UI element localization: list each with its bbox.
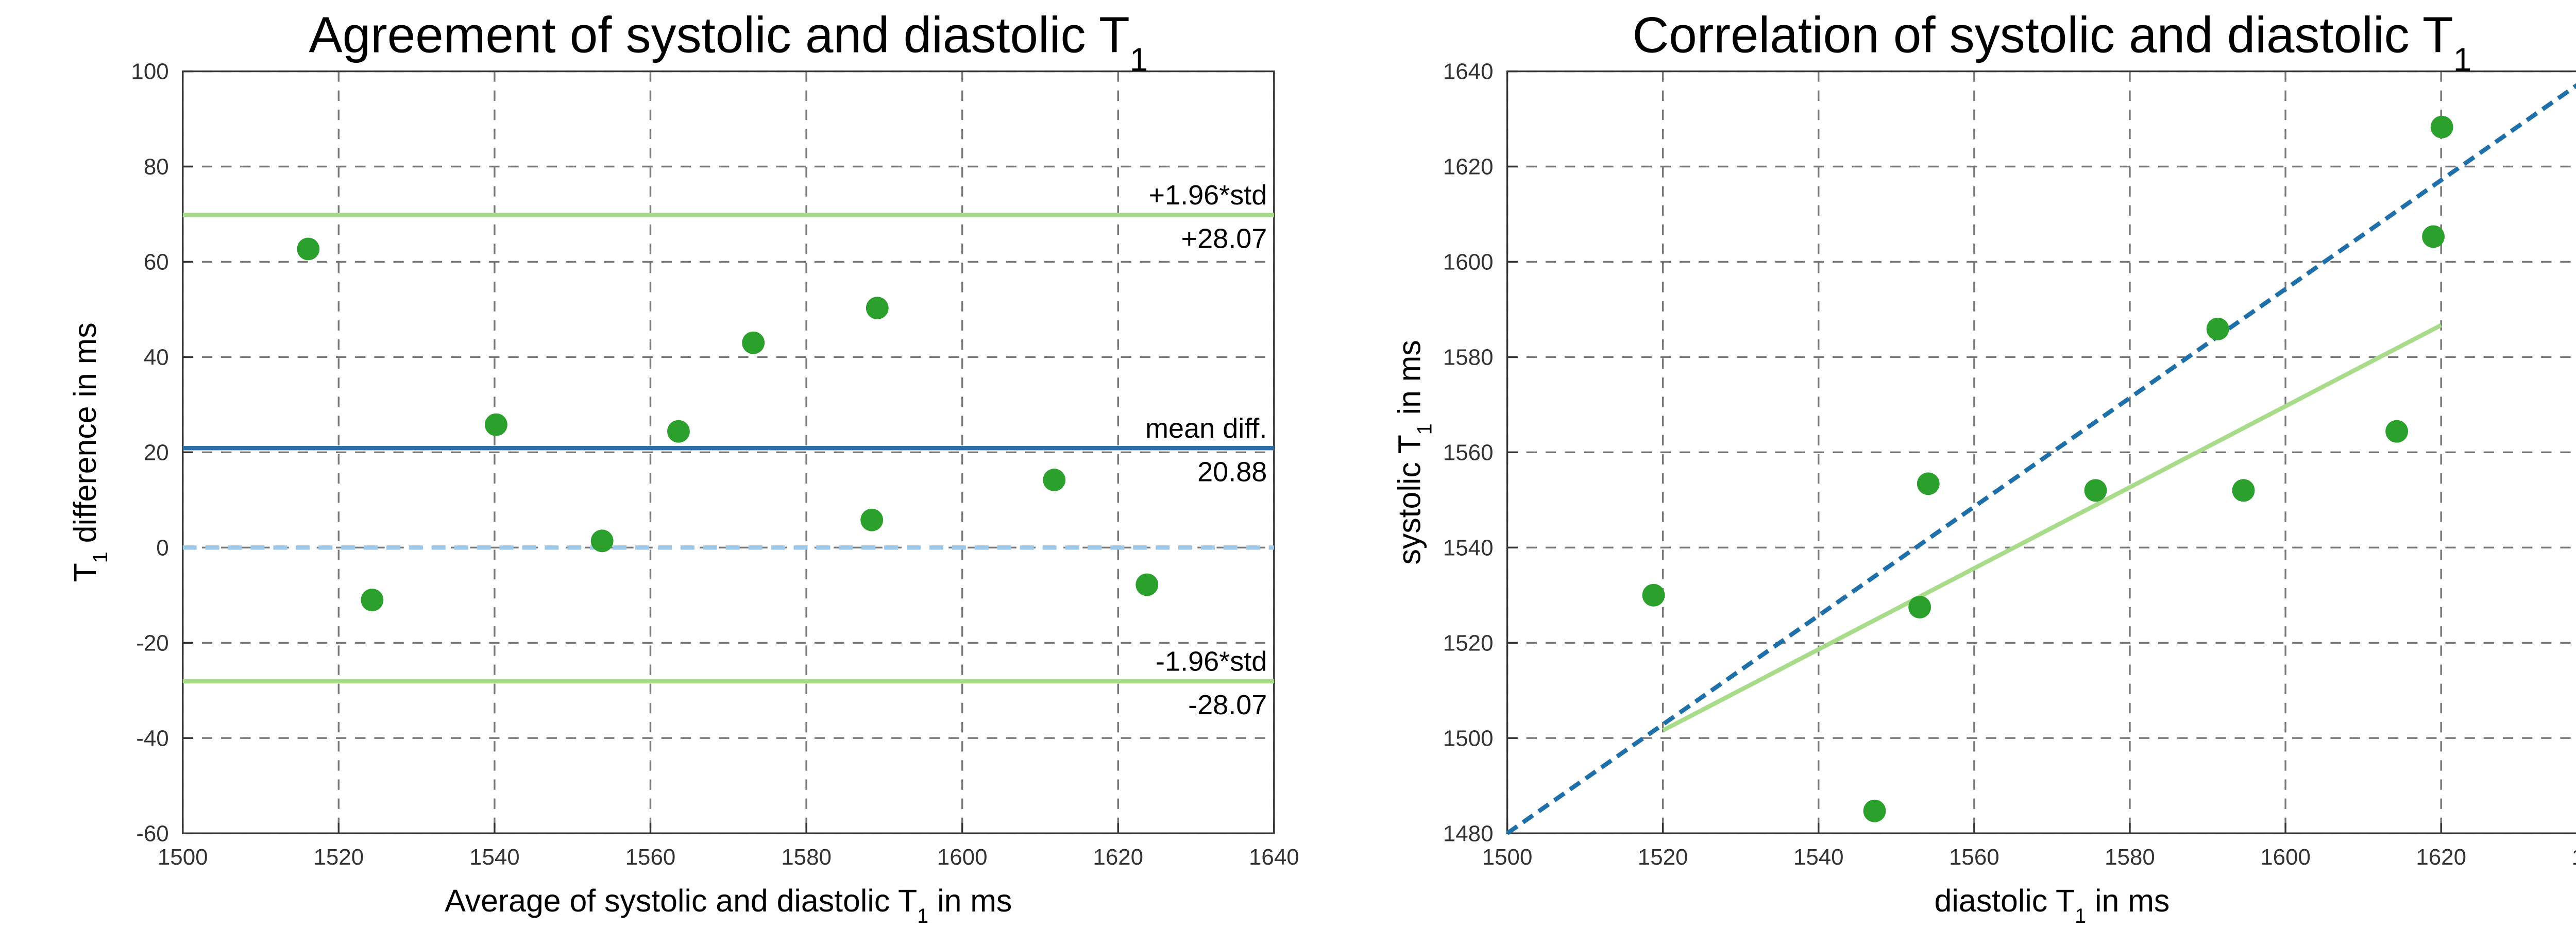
reference-label: +1.96*std (1148, 180, 1267, 211)
data-point (1863, 799, 1886, 822)
x-tick-label: 1560 (625, 845, 676, 870)
plot-frame (182, 70, 1275, 834)
y-tick-label: 80 (144, 154, 169, 180)
y-tick-label: 1520 (1443, 630, 1494, 656)
fit-line (1506, 83, 2576, 835)
data-point (2084, 479, 2107, 502)
y-axis-label: systolic T1 in ms (1392, 340, 1436, 564)
y-tick-label: 1560 (1443, 440, 1494, 466)
data-point (1917, 472, 1940, 495)
y-tick-label: -40 (136, 726, 168, 751)
reference-label: -1.96*std (1156, 646, 1267, 677)
y-tick-label: 0 (156, 536, 168, 561)
data-point (2206, 317, 2229, 340)
data-point (2232, 479, 2255, 502)
y-tick-label: 1600 (1443, 250, 1494, 275)
data-point (590, 529, 614, 553)
reference-label: mean diff. (1145, 413, 1267, 444)
reference-label: +28.07 (1181, 223, 1267, 254)
y-tick-label: 20 (144, 440, 169, 466)
data-point (2430, 115, 2453, 139)
chart-title: Correlation of systolic and diastolic T1 (1633, 6, 2472, 77)
chart-title-part: Agreement of systolic and diastolic T (309, 6, 1129, 63)
x-tick-label: 1640 (1249, 845, 1299, 870)
y-tick-label: 1540 (1443, 536, 1494, 561)
x-tick-label: 1520 (313, 845, 364, 870)
x-tick-label: 1640 (2571, 845, 2576, 870)
chart-title-subscript: 1 (1130, 41, 1148, 78)
y-axis-label-part: T (67, 563, 103, 582)
x-axis-label-part: Average of systolic and diastolic T (445, 883, 917, 918)
chart-title: Agreement of systolic and diastolic T1 (309, 6, 1148, 77)
y-tick-label: 60 (144, 250, 169, 275)
y-axis-label-part: systolic T (1392, 435, 1427, 564)
x-tick-label: 1540 (469, 845, 520, 870)
x-tick-label: 1500 (1482, 845, 1533, 870)
y-tick-label: 40 (144, 345, 169, 370)
y-axis-label-part: in ms (1392, 340, 1427, 423)
y-tick-label: -60 (136, 821, 168, 846)
data-point (1908, 595, 1931, 618)
y-axis-label-subscript: 1 (1414, 423, 1436, 435)
x-tick-label: 1580 (2105, 845, 2155, 870)
data-point (2422, 225, 2445, 248)
data-point (860, 508, 884, 531)
y-tick-label: 1640 (1443, 59, 1494, 84)
x-axis-label: diastolic T1 in ms (1935, 883, 2170, 927)
data-point (1136, 573, 1159, 596)
x-tick-label: 1620 (2416, 845, 2466, 870)
x-tick-label: 1520 (1638, 845, 1688, 870)
x-tick-label: 1600 (2260, 845, 2311, 870)
y-tick-label: 1620 (1443, 154, 1494, 180)
x-axis-label-part: in ms (928, 883, 1012, 918)
data-point (1642, 583, 1665, 607)
data-point (297, 237, 320, 261)
x-axis-label-subscript: 1 (2075, 905, 2086, 927)
x-tick-label: 1600 (937, 845, 988, 870)
y-tick-label: -20 (136, 630, 168, 656)
reference-label: 20.88 (1197, 456, 1267, 487)
plot-frame (1506, 70, 2576, 834)
data-point (1043, 469, 1066, 491)
y-tick-label: 1580 (1443, 345, 1494, 370)
y-axis-label-subscript: 1 (89, 552, 112, 563)
reference-label: -28.07 (1188, 690, 1267, 720)
x-tick-label: 1540 (1793, 845, 1844, 870)
y-tick-label: 1500 (1443, 726, 1494, 751)
data-point (742, 331, 765, 354)
data-point (866, 297, 889, 320)
y-axis-label-part: difference in ms (67, 322, 103, 552)
y-axis-label: T1 difference in ms (67, 322, 112, 582)
chart-title-subscript: 1 (2453, 41, 2471, 78)
data-point (2385, 420, 2409, 443)
x-axis-label-part: in ms (2086, 883, 2170, 918)
x-tick-label: 1500 (158, 845, 208, 870)
data-point (484, 413, 507, 436)
fit-line (1662, 323, 2443, 733)
x-tick-label: 1580 (781, 845, 832, 870)
x-tick-label: 1620 (1093, 845, 1143, 870)
x-axis-label: Average of systolic and diastolic T1 in … (445, 883, 1012, 927)
y-tick-label: 1480 (1443, 821, 1494, 846)
data-point (361, 589, 384, 611)
y-tick-label: 100 (131, 59, 168, 84)
x-tick-label: 1560 (1949, 845, 1999, 870)
x-axis-label-part: diastolic T (1935, 883, 2075, 918)
chart-title-part: Correlation of systolic and diastolic T (1633, 6, 2453, 63)
data-point (667, 420, 690, 443)
x-axis-label-subscript: 1 (917, 905, 928, 927)
